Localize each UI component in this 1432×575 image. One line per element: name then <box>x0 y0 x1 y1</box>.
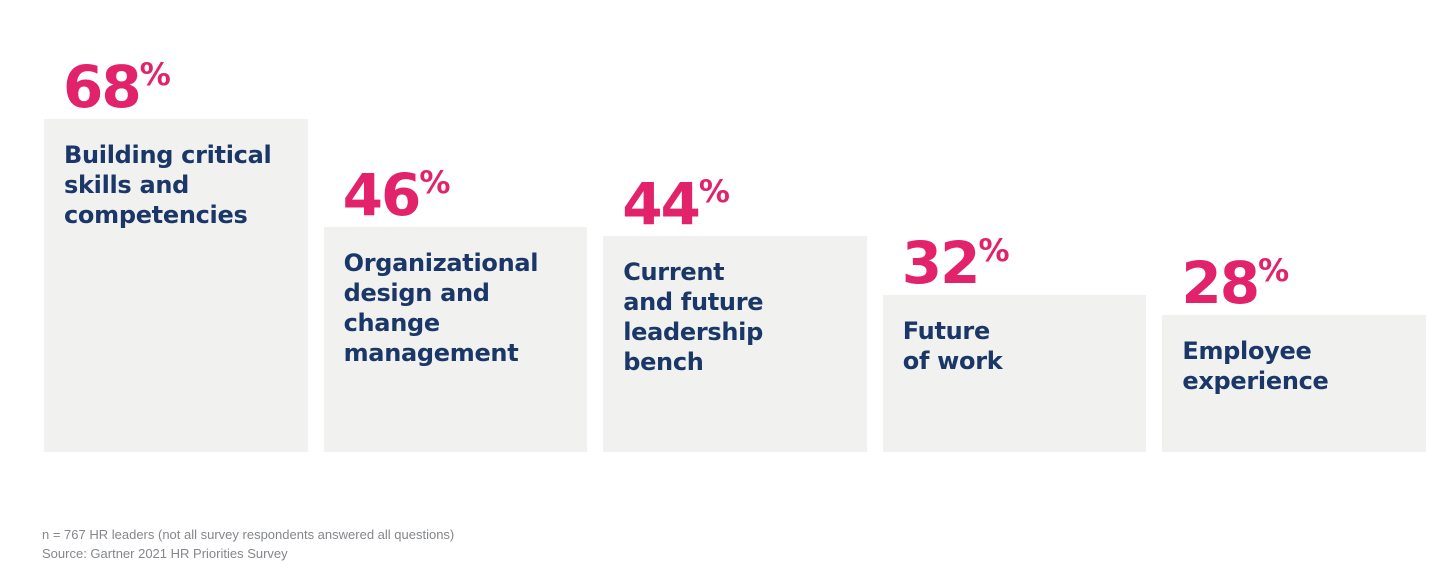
bar-value-label: 46% <box>324 166 588 224</box>
bar-category-label: Building critical skills and competencie… <box>64 141 272 229</box>
bar-column-employee-experience: 28% Employee experience <box>1162 254 1426 452</box>
bar-value-number: 32 <box>901 229 981 297</box>
bar-category-label: Current and future leadership bench <box>623 258 764 376</box>
bar-value-number: 44 <box>622 170 701 238</box>
percent-sign: % <box>1258 253 1290 289</box>
bar: Future of work <box>882 295 1147 452</box>
bar-value-label: 44% <box>603 175 867 233</box>
bar-column-organizational-design: 46% Organizational design and change man… <box>323 166 588 452</box>
percent-sign: % <box>978 233 1010 269</box>
bar-column-future-of-work: 32% Future of work <box>882 234 1147 452</box>
bars-row: 68% Building critical skills and compete… <box>44 0 1426 452</box>
bar: Organizational design and change managem… <box>323 227 588 452</box>
bar: Current and future leadership bench <box>603 236 867 452</box>
bar-value-label: 28% <box>1162 254 1426 312</box>
bar-value-label: 32% <box>883 234 1147 292</box>
percent-sign: % <box>139 57 171 93</box>
bar-category-label: Future of work <box>902 317 1003 375</box>
bar: Building critical skills and competencie… <box>44 119 308 452</box>
percent-sign: % <box>419 165 451 201</box>
footnote-sample-note: n = 767 HR leaders (not all survey respo… <box>42 527 455 542</box>
bar-value-label: 68% <box>44 58 308 116</box>
footnote: n = 767 HR leaders (not all survey respo… <box>42 526 454 563</box>
bar-category-label: Organizational design and change managem… <box>343 249 539 367</box>
bar-column-building-critical-skills: 68% Building critical skills and compete… <box>44 58 308 452</box>
footnote-source: Source: Gartner 2021 HR Priorities Surve… <box>42 545 288 561</box>
bar-column-leadership-bench: 44% Current and future leadership bench <box>603 175 867 452</box>
percent-sign: % <box>698 174 730 210</box>
bar-value-number: 68 <box>63 53 142 121</box>
bar-value-number: 28 <box>1181 249 1260 317</box>
bar-category-label: Employee experience <box>1182 337 1329 395</box>
bar-value-number: 46 <box>342 161 422 229</box>
bar: Employee experience <box>1162 315 1426 452</box>
